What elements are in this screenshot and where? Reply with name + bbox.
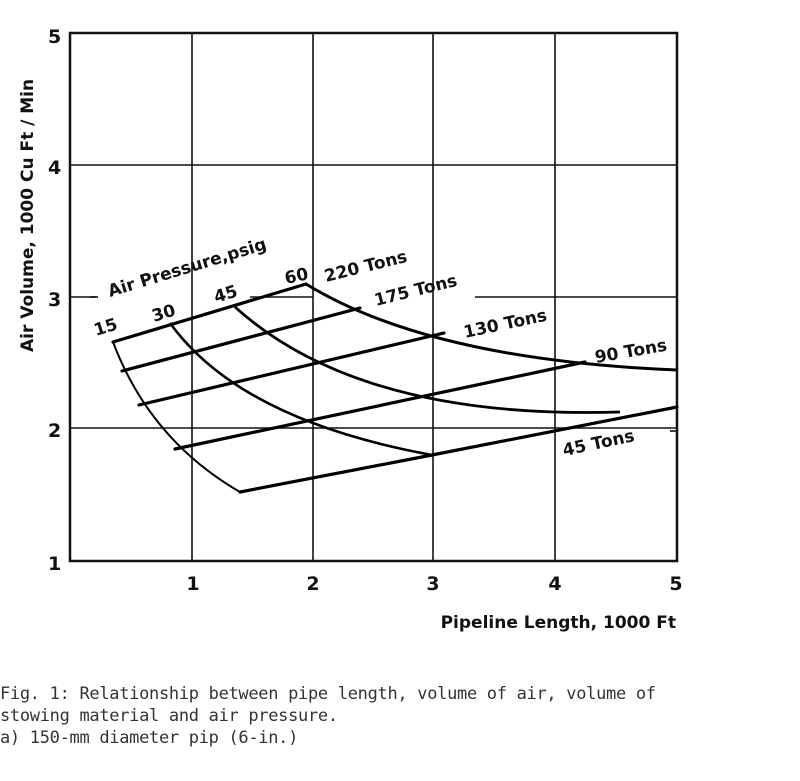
- x-gridlines: [191, 33, 556, 561]
- y-tick-4: 4: [48, 157, 61, 179]
- caption-line-2: stowing material and air pressure.: [0, 706, 338, 726]
- label-60-psig: 60: [283, 264, 310, 289]
- y-tick-3: 3: [48, 289, 61, 311]
- y-tick-5: 5: [48, 26, 61, 48]
- caption-line-3: a) 150-mm diameter pip (6-in.): [0, 728, 299, 748]
- y-tick-2: 2: [48, 420, 61, 442]
- label-175-tons: 175 Tons: [372, 271, 459, 311]
- label-15-psig: 15: [92, 315, 120, 341]
- tonnage-lines: [111, 282, 679, 494]
- x-tick-2: 2: [306, 573, 319, 595]
- tonnage-labels: 220 Tons 175 Tons 130 Tons 90 Tons 45 To…: [322, 247, 668, 461]
- pressure-curves: [112, 282, 678, 493]
- curve-60-psig: [305, 282, 678, 372]
- chart: Air Volume, 1000 Cu Ft / Min 5 4 3 2 1 1…: [18, 26, 683, 633]
- figure-caption: Fig. 1: Relationship between pipe length…: [0, 683, 800, 749]
- label-130-tons: 130 Tons: [462, 306, 549, 343]
- x-tick-labels: 1 2 3 4 5: [186, 573, 682, 595]
- x-tick-3: 3: [426, 573, 439, 595]
- pressure-labels: 15 30 45 60: [92, 264, 311, 340]
- y-axis-label: Air Volume, 1000 Cu Ft / Min: [18, 79, 38, 352]
- x-tick-4: 4: [548, 573, 561, 595]
- line-90-tons: [173, 360, 587, 451]
- label-220-tons: 220 Tons: [322, 247, 409, 287]
- line-175-tons: [120, 306, 362, 373]
- curve-45-psig: [234, 305, 621, 414]
- x-axis-label: Pipeline Length, 1000 Ft: [441, 613, 676, 633]
- pressure-title: Air Pressure,psig: [106, 235, 269, 302]
- y-tick-1: 1: [48, 553, 61, 575]
- curve-30-psig: [168, 322, 433, 457]
- curve-15-psig: [112, 341, 241, 493]
- line-220-tons: [111, 282, 308, 344]
- label-90-tons: 90 Tons: [593, 336, 668, 368]
- y-tick-labels: 5 4 3 2 1: [48, 26, 61, 575]
- x-tick-5: 5: [669, 573, 682, 595]
- x-tick-1: 1: [186, 573, 199, 595]
- line-130-tons: [137, 331, 446, 407]
- caption-line-1: Fig. 1: Relationship between pipe length…: [0, 684, 656, 704]
- label-45-tons: 45 Tons: [561, 426, 636, 461]
